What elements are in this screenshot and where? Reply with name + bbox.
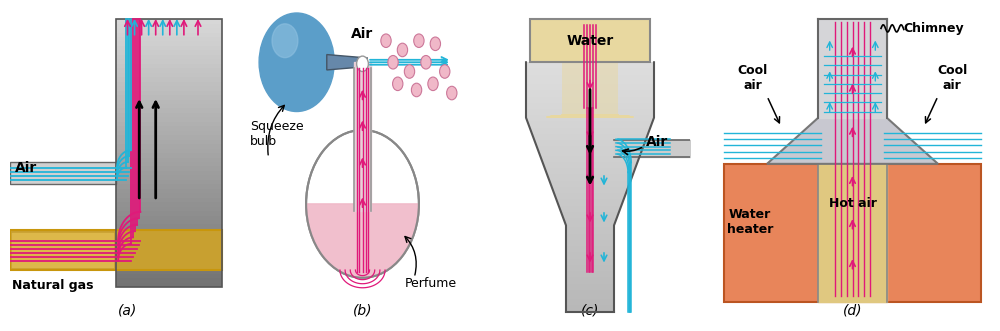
Bar bbox=[116, 19, 222, 287]
Circle shape bbox=[259, 13, 334, 112]
Circle shape bbox=[272, 24, 298, 58]
Circle shape bbox=[381, 34, 391, 47]
Circle shape bbox=[428, 77, 438, 91]
Circle shape bbox=[447, 86, 457, 100]
Circle shape bbox=[393, 77, 403, 91]
Text: (a): (a) bbox=[118, 304, 137, 318]
Bar bbox=[724, 164, 981, 303]
Bar bbox=[10, 162, 116, 184]
Bar bbox=[530, 19, 650, 62]
Text: Air: Air bbox=[351, 26, 374, 41]
Text: Cool
air: Cool air bbox=[937, 64, 967, 92]
Text: Chimney: Chimney bbox=[904, 22, 964, 35]
Circle shape bbox=[357, 56, 368, 71]
Polygon shape bbox=[306, 204, 419, 278]
Polygon shape bbox=[327, 55, 367, 70]
Text: (d): (d) bbox=[843, 304, 862, 318]
Circle shape bbox=[306, 130, 419, 278]
Circle shape bbox=[421, 56, 431, 69]
Text: Air: Air bbox=[15, 161, 37, 174]
Text: Water: Water bbox=[566, 34, 614, 48]
Text: Natural gas: Natural gas bbox=[12, 278, 94, 292]
Text: Cool
air: Cool air bbox=[738, 64, 768, 92]
Circle shape bbox=[440, 65, 450, 78]
Text: Hot air: Hot air bbox=[829, 197, 876, 211]
Circle shape bbox=[404, 65, 415, 78]
Circle shape bbox=[388, 56, 398, 69]
Polygon shape bbox=[767, 118, 938, 164]
Circle shape bbox=[414, 34, 424, 47]
Circle shape bbox=[430, 37, 441, 51]
Text: Squeeze
bulb: Squeeze bulb bbox=[250, 120, 303, 148]
Text: Air: Air bbox=[646, 135, 668, 149]
FancyBboxPatch shape bbox=[10, 230, 222, 270]
Text: Water
heater: Water heater bbox=[727, 208, 773, 236]
Text: (b): (b) bbox=[353, 304, 372, 318]
Text: Perfume: Perfume bbox=[405, 277, 457, 290]
Circle shape bbox=[411, 83, 422, 97]
Text: (c): (c) bbox=[581, 304, 599, 318]
Circle shape bbox=[397, 43, 408, 57]
